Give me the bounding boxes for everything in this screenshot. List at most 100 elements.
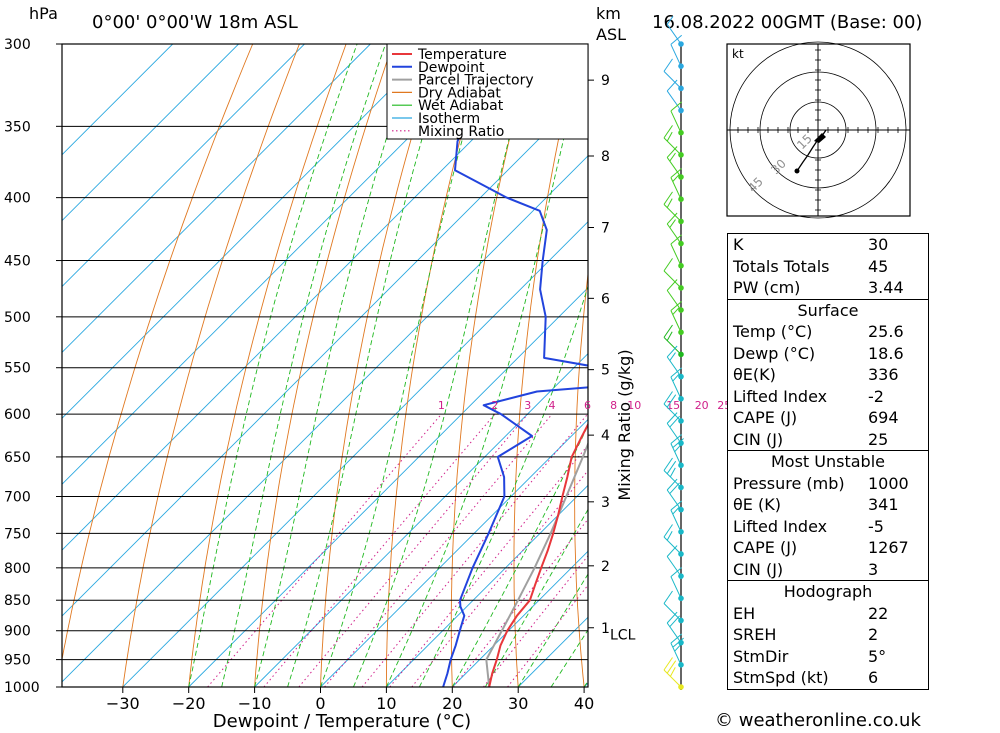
row-value: 336: [868, 365, 899, 384]
legend-entry: Dry Adiabat: [418, 85, 501, 101]
height-unit-label: km: [596, 4, 621, 23]
table-row: Pressure (mb) 1000: [728, 473, 928, 495]
pressure-tick-label: 600: [4, 407, 31, 423]
table-row: SREH 2: [728, 624, 928, 646]
surface-rows: Temp (°C) 25.6 Dewp (°C) 18.6 θE(K) 336 Lifted…: [728, 321, 928, 450]
pressure-tick-label: 950: [4, 653, 31, 669]
isotherm-line: [188, 287, 588, 687]
height-tick-label: 4: [601, 428, 610, 444]
row-label: Lifted Index: [733, 386, 828, 406]
temperature-line: [488, 422, 588, 687]
row-label: CAPE (J): [733, 408, 798, 427]
surface-title: Surface: [797, 300, 859, 320]
table-row: Lifted Index -5: [728, 516, 928, 538]
table-row: Temp (°C) 25.6: [728, 321, 928, 343]
datetime-label: 16.08.2022 00GMT (Base: 00): [652, 12, 923, 33]
pressure-tick-label: 650: [4, 450, 31, 466]
dry-adiabat-line: [690, 44, 720, 687]
isotherm-line: [62, 44, 371, 354]
dry-adiabat-line: [952, 44, 1000, 687]
table-row: Lifted Index -2: [728, 386, 928, 408]
legend-entry: Dewpoint: [418, 60, 485, 76]
row-value: 25.6: [868, 322, 904, 341]
legend-entry: Parcel Trajectory: [418, 73, 534, 89]
row-label: PW (cm): [733, 278, 801, 297]
pressure-tick-label: 800: [4, 561, 31, 577]
plot-frame: [61, 43, 589, 688]
row-value: 22: [868, 603, 889, 623]
row-value: 1267: [868, 538, 909, 557]
mixing-ratio-tick-label: 2: [491, 399, 498, 412]
isotherm-line: [386, 484, 588, 687]
height-tick-label: 1: [601, 621, 610, 637]
temperature-tick-label: −10: [238, 694, 272, 713]
row-label: Temp (°C): [733, 322, 813, 341]
row-label: Lifted Index: [733, 516, 828, 536]
table-row: θE (K) 341: [728, 494, 928, 516]
legend-entry: Isotherm: [418, 111, 480, 127]
copyright-link[interactable]: © weatheronline.co.uk: [715, 710, 921, 731]
wet-adiabat-line: [254, 44, 417, 687]
indices-table: K 30 Totals Totals 45 PW (cm) 3.44 Surface Te…: [727, 233, 929, 690]
isotherm-line: [62, 155, 588, 683]
row-value: 3.44: [868, 278, 904, 297]
temperature-tick-label: 20: [442, 694, 462, 713]
table-row: CAPE (J) 1267: [728, 537, 928, 559]
row-label: Totals Totals: [733, 256, 830, 276]
table-row: StmSpd (kt) 6: [728, 667, 928, 689]
isotherm-line: [122, 221, 588, 687]
wet-adiabat-line: [484, 508, 588, 687]
table-row: K 30: [728, 234, 928, 256]
row-label: CIN (J): [733, 429, 784, 449]
table-row: Dewp (°C) 18.6: [728, 343, 928, 365]
isotherm-line: [62, 44, 305, 288]
mixing-ratio-tick-label: 3: [524, 399, 531, 412]
most-unstable-title: Most Unstable: [771, 452, 885, 471]
table-row: CIN (J) 3: [728, 559, 928, 581]
height-unit-asl-label: ASL: [596, 25, 627, 44]
pressure-tick-label: 500: [4, 310, 31, 326]
mixing-ratio-tick-label: 6: [584, 399, 591, 412]
row-label: EH: [733, 603, 756, 623]
pressure-tick-label: 750: [4, 526, 31, 542]
row-value: 30: [868, 235, 889, 254]
wet-adiabat-line: [418, 284, 588, 687]
isotherm-line: [62, 44, 239, 222]
hodograph-rows: EH 22 SREH 2 StmDir 5° StmSpd (kt) 6: [728, 603, 928, 689]
mixing-ratio-tick-label: 15: [666, 399, 680, 412]
mixing-ratio-axis-label: Mixing Ratio (g/kg): [615, 349, 634, 500]
row-value: 3: [868, 559, 879, 579]
height-tick-label: 2: [601, 559, 610, 575]
isotherm-line: [62, 89, 588, 617]
row-value: 18.6: [868, 343, 904, 363]
most-unstable-rows: Pressure (mb) 1000 θE (K) 341 Lifted Index -5…: [728, 473, 928, 581]
row-value: -2: [868, 386, 884, 406]
row-label: SREH: [733, 625, 777, 644]
temperature-tick-label: 10: [376, 694, 396, 713]
table-row: Totals Totals 45: [728, 256, 928, 278]
lcl-label: LCL: [610, 628, 636, 644]
temperature-tick-label: −20: [172, 694, 206, 713]
sounding-series: [442, 44, 588, 687]
height-tick-label: 3: [601, 495, 610, 511]
row-value: 25: [868, 429, 889, 449]
wet-adiabat-line: [287, 44, 451, 687]
temperature-tick-label: −30: [106, 694, 140, 713]
mixing-ratio-line: [361, 413, 588, 687]
mixing-ratio-tick-label: 8: [610, 399, 617, 412]
mixing-ratio-line: [324, 413, 553, 687]
row-value: 2: [868, 625, 879, 644]
table-row: θE(K) 336: [728, 364, 928, 386]
hodograph-table-title: Hodograph: [783, 582, 873, 601]
isotherm-line: [254, 352, 588, 687]
row-value: 45: [868, 256, 889, 276]
row-value: 6: [868, 668, 879, 687]
pressure-grid-lines: [56, 43, 594, 693]
legend-entry: Temperature: [417, 47, 507, 63]
pressure-tick-label: 850: [4, 593, 31, 609]
wet-adiabat-line: [451, 424, 588, 687]
axis-labels: 1 2 3 4 6 8 10 15 20 2530035040045050055060065070…: [4, 37, 731, 732]
row-value: 341: [868, 495, 899, 514]
table-row: CAPE (J) 694: [728, 407, 928, 429]
